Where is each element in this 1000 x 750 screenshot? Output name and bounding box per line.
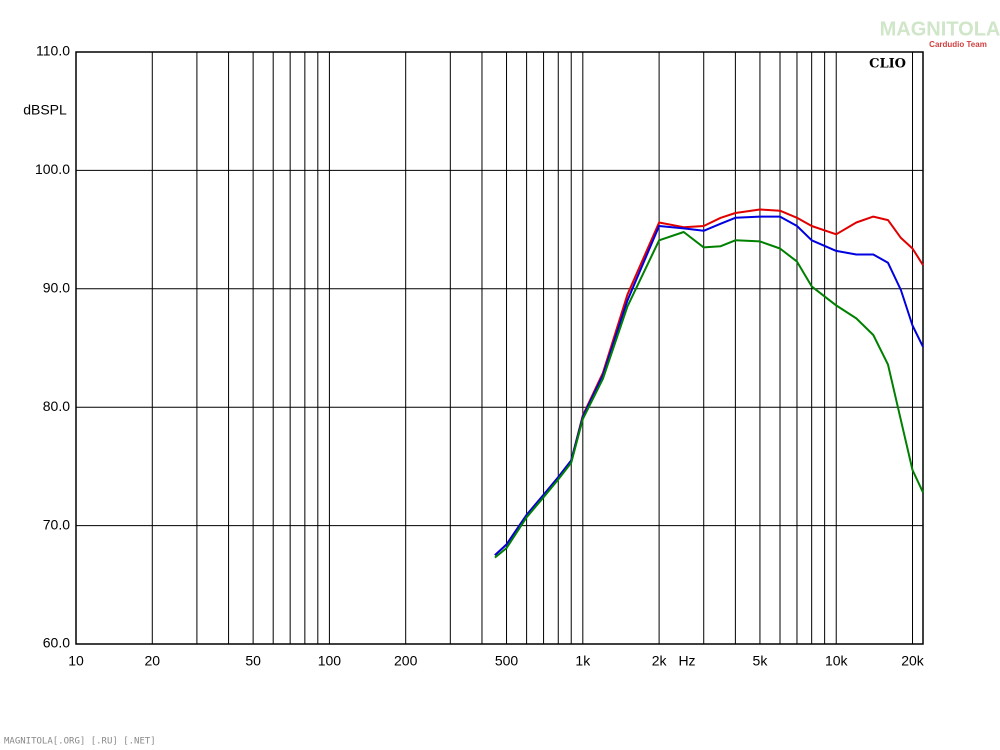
x-tick-label: 200 xyxy=(394,653,418,669)
y-tick-label: 100.0 xyxy=(35,161,70,177)
plot-frame xyxy=(75,51,924,645)
x-tick-label: 50 xyxy=(245,653,261,669)
y-tick-label: 110.0 xyxy=(36,43,70,59)
y-axis-label: dBSPL xyxy=(23,102,67,118)
watermark-title: MAGNITOLA xyxy=(880,18,1000,40)
footer: MAGNITOLA[.ORG] [.RU] [.NET] xyxy=(4,737,156,747)
x-tick-label: 1k xyxy=(575,653,591,669)
watermark-subtitle: Cardudio Team xyxy=(929,40,987,49)
x-tick-label: 2k xyxy=(652,653,668,669)
x-axis-label: Hz xyxy=(678,653,695,669)
x-tick-label: 5k xyxy=(753,653,769,669)
x-tick-label: 10k xyxy=(825,653,849,669)
response-curve xyxy=(494,231,924,559)
x-tick-label: 20k xyxy=(901,653,925,669)
x-tick-label: 500 xyxy=(495,653,519,669)
y-tick-label: 80.0 xyxy=(43,398,70,414)
y-tick-label: 70.0 xyxy=(43,516,70,532)
response-curve xyxy=(494,215,924,556)
brand: CLIO xyxy=(869,57,906,72)
x-tick-label: 100 xyxy=(318,653,342,669)
y-tick-label: 60.0 xyxy=(43,635,70,651)
x-tick-label: 20 xyxy=(144,653,160,669)
y-tick-label: 90.0 xyxy=(43,280,70,296)
x-tick-label: 10 xyxy=(68,653,84,669)
